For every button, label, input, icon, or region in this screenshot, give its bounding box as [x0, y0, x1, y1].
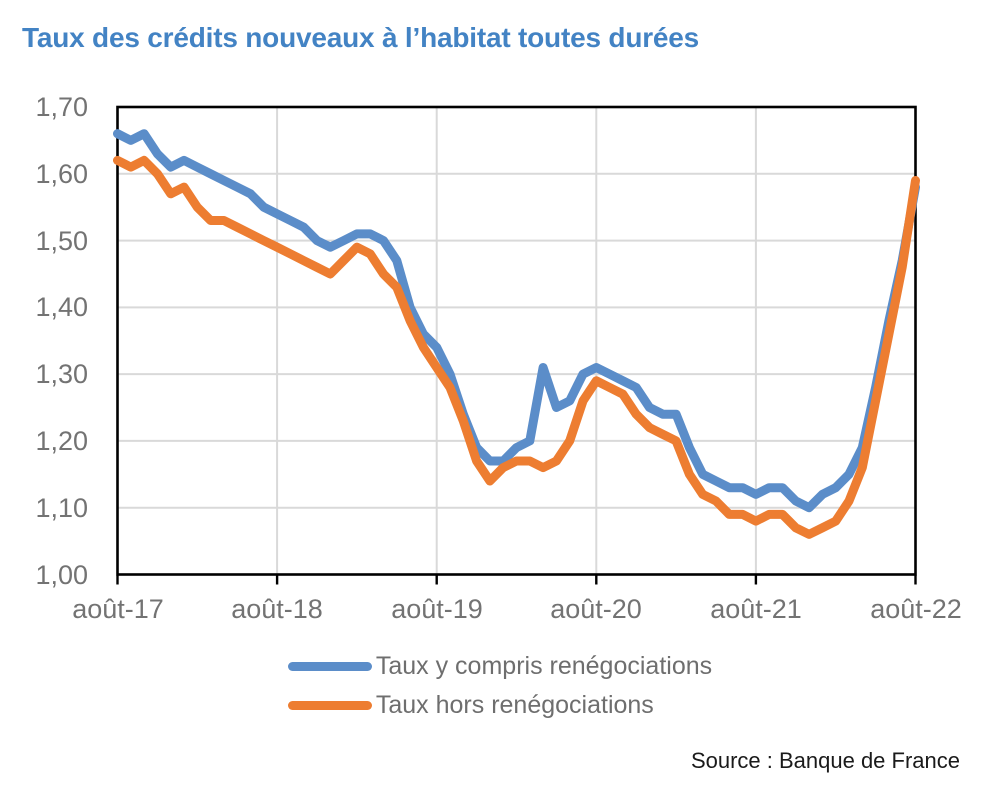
x-tick-label: août-22 [870, 594, 962, 624]
x-tick-label: août-21 [710, 594, 802, 624]
legend-line-blue-icon [287, 662, 372, 671]
y-tick-label: 1,00 [35, 560, 88, 590]
y-tick-label: 1,20 [35, 426, 88, 456]
y-tick-label: 1,30 [35, 359, 88, 389]
line-taux-hors-renegociations [113, 155, 920, 539]
legend-label-taux-y-compris: Taux y compris renégociations [375, 652, 713, 680]
x-tick-label: août-17 [72, 594, 164, 624]
line-taux-y-compris-renegociations [113, 129, 920, 513]
legend-item-taux-y-compris: Taux y compris renégociations [287, 650, 713, 683]
axis-frame [116, 105, 917, 576]
chart-title: Taux des crédits nouveaux à l’habitat to… [22, 22, 700, 53]
x-tick-label: août-19 [391, 594, 483, 624]
legend-item-taux-hors: Taux hors renégociations [287, 689, 654, 722]
plot-area [113, 105, 920, 585]
y-tick-label: 1,50 [35, 226, 88, 256]
y-tick-label: 1,10 [35, 493, 88, 523]
x-tick-label: août-20 [550, 594, 642, 624]
y-tick-label: 1,70 [35, 92, 88, 122]
y-tick-label: 1,60 [35, 159, 88, 189]
y-tick-label: 1,40 [35, 292, 88, 322]
legend: Taux y compris renégociations Taux hors … [0, 647, 1000, 725]
x-tick-label: août-18 [231, 594, 323, 624]
source-note: Source : Banque de France [690, 748, 960, 773]
legend-label-taux-hors: Taux hors renégociations [375, 691, 654, 719]
legend-line-orange-icon [287, 701, 372, 710]
